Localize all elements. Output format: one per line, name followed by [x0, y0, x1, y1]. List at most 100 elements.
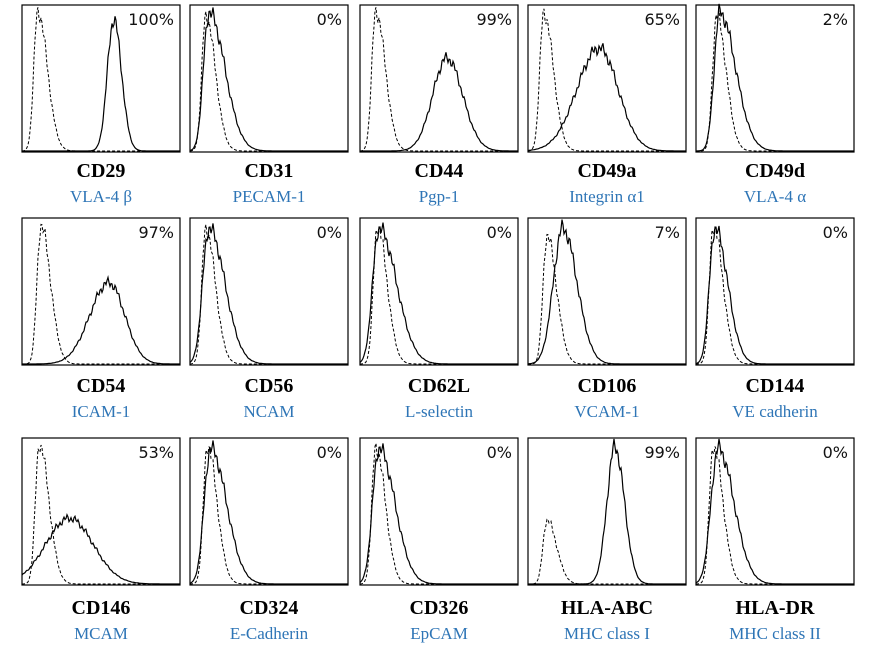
antigen-name: ICAM-1	[72, 402, 131, 421]
antigen-name: PECAM-1	[233, 187, 306, 206]
marker-label: CD326	[410, 597, 469, 619]
stained-curve	[22, 16, 180, 152]
percent-label: 0%	[317, 223, 342, 242]
antigen-name: Integrin α1	[569, 187, 644, 206]
panel-frame	[359, 4, 519, 153]
stained-curve	[359, 222, 518, 365]
stained-curve	[695, 225, 854, 365]
stained-curve	[527, 43, 686, 152]
percent-label: 99%	[476, 10, 512, 29]
isotype-curve	[696, 446, 854, 585]
isotype-curve	[359, 443, 518, 585]
stained-curve	[189, 440, 348, 585]
marker-label: HLA-ABC	[561, 597, 653, 619]
percent-label: 100%	[128, 10, 174, 29]
panel-frame	[527, 217, 687, 366]
histogram-panel: 7% CD106 VCAM-1	[527, 217, 687, 421]
isotype-curve	[189, 224, 348, 365]
antigen-name: VCAM-1	[574, 402, 639, 421]
percent-label: 53%	[138, 443, 174, 462]
histogram-panel: 0% CD324 E-Cadherin	[189, 437, 349, 643]
panel-frame	[527, 437, 687, 586]
histogram-panel: 2% CD49d VLA-4 α	[695, 3, 855, 206]
percent-label: 65%	[644, 10, 680, 29]
marker-label: CD144	[746, 375, 805, 397]
panel-frame	[695, 437, 855, 586]
percent-label: 0%	[317, 10, 342, 29]
stained-curve	[360, 52, 518, 152]
histogram-panel: 0% CD56 NCAM	[189, 217, 349, 421]
panel-frame	[695, 217, 855, 366]
stained-curve	[527, 219, 686, 365]
panel-frame	[695, 4, 855, 153]
percent-label: 0%	[823, 443, 848, 462]
antigen-name: L-selectin	[405, 402, 473, 421]
panel-frame	[189, 4, 349, 153]
antigen-name: MCAM	[74, 624, 128, 643]
antigen-name: EpCAM	[410, 624, 468, 643]
isotype-curve	[527, 8, 686, 152]
histogram-panel: 100% CD29 VLA-4 β	[21, 4, 181, 206]
histogram-panel: 0% CD31 PECAM-1	[189, 4, 349, 206]
stained-curve	[22, 275, 180, 365]
histogram-panel: 0% HLA-DR MHC class II	[695, 437, 855, 643]
antigen-name: VLA-4 β	[70, 187, 132, 206]
stained-curve	[528, 438, 686, 585]
marker-label: CD49d	[745, 160, 805, 182]
panel-frame	[21, 217, 181, 366]
panel-frame	[21, 437, 181, 586]
percent-label: 0%	[317, 443, 342, 462]
isotype-curve	[190, 446, 348, 585]
stained-curve	[695, 438, 854, 585]
isotype-curve	[22, 223, 180, 365]
antigen-name: VLA-4 α	[744, 187, 806, 206]
marker-label: CD31	[245, 160, 294, 182]
marker-label: CD62L	[408, 375, 470, 397]
histogram-panel: 0% CD326 EpCAM	[359, 437, 519, 643]
histogram-panel: 0% CD144 VE cadherin	[695, 217, 855, 421]
percent-label: 0%	[823, 223, 848, 242]
percent-label: 97%	[138, 223, 174, 242]
isotype-curve	[22, 444, 180, 585]
stained-curve	[189, 7, 348, 152]
marker-label: CD56	[245, 375, 294, 397]
isotype-curve	[528, 518, 686, 585]
isotype-curve	[696, 226, 854, 365]
panel-frame	[527, 4, 687, 153]
percent-label: 0%	[487, 223, 512, 242]
antigen-name: MHC class II	[729, 624, 821, 643]
antigen-name: MHC class I	[564, 624, 650, 643]
marker-label: CD106	[578, 375, 637, 397]
histogram-panel: 97% CD54 ICAM-1	[21, 217, 181, 421]
percent-label: 0%	[487, 443, 512, 462]
histogram-panel: 65% CD49a Integrin α1	[527, 4, 687, 206]
antigen-name: Pgp-1	[419, 187, 460, 206]
isotype-curve	[360, 226, 518, 365]
panel-frame	[189, 437, 349, 586]
marker-label: CD49a	[578, 160, 637, 182]
marker-label: CD54	[77, 375, 126, 397]
isotype-curve	[696, 10, 854, 152]
histogram-panel: 0% CD62L L-selectin	[359, 217, 519, 421]
antigen-name: VE cadherin	[732, 402, 818, 421]
marker-label: CD324	[240, 597, 299, 619]
histogram-panel: 99% HLA-ABC MHC class I	[527, 437, 687, 643]
marker-label: HLA-DR	[736, 597, 815, 619]
percent-label: 7%	[655, 223, 680, 242]
stained-curve	[696, 3, 854, 152]
marker-label: CD29	[77, 160, 126, 182]
panel-frame	[359, 437, 519, 586]
panel-frame	[189, 217, 349, 366]
histogram-panel: 99% CD44 Pgp-1	[359, 4, 519, 206]
isotype-curve	[359, 7, 518, 152]
marker-label: CD44	[415, 160, 464, 182]
antigen-name: E-Cadherin	[230, 624, 309, 643]
stained-curve	[359, 443, 518, 585]
percent-label: 2%	[823, 10, 848, 29]
isotype-curve	[528, 233, 686, 365]
stained-curve	[21, 513, 180, 585]
panel-frame	[359, 217, 519, 366]
antigen-name: NCAM	[243, 402, 294, 421]
isotype-curve	[189, 11, 348, 152]
